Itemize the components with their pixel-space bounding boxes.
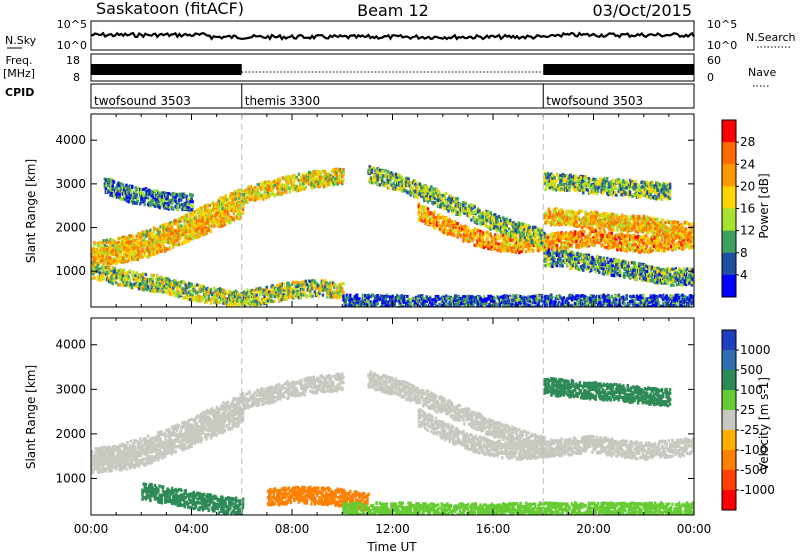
- beam-title: Beam 12: [357, 1, 429, 20]
- power-ytick-0: 1000: [55, 264, 86, 278]
- time-tick-4: 16:00: [476, 522, 511, 536]
- noise-right-tick-bottom: 10^0: [707, 39, 737, 52]
- power-ylabel: Slant Range [km]: [24, 159, 38, 263]
- power-band-9: [543, 171, 672, 201]
- vel-band-1: [91, 407, 245, 475]
- cpid-mode-0: twofsound 3503: [94, 94, 191, 108]
- vel-cbar-color-1: [722, 350, 736, 371]
- freq-label: Freq.: [5, 54, 32, 67]
- power-cbar-color-6: [722, 252, 736, 276]
- vel-ytick-3: 4000: [55, 338, 86, 352]
- power-band-8: [103, 177, 194, 213]
- velocity-data: [91, 370, 694, 515]
- freq-tick-top: 18: [66, 54, 80, 67]
- nave-label: Nave: [748, 66, 776, 79]
- vel-cbar-tick-3: 25: [740, 403, 755, 417]
- vel-band-7: [543, 377, 672, 408]
- noise-left-tick-bottom: 10^0: [57, 39, 87, 52]
- vel-cbar-tick-0: 1000: [740, 343, 771, 357]
- time-tick-1: 04:00: [174, 522, 209, 536]
- vel-cbar-tick-1: 500: [740, 363, 763, 377]
- freq-block-0: [91, 64, 242, 75]
- vel-ytick-2: 3000: [55, 382, 86, 396]
- vel-band-2: [417, 408, 694, 461]
- power-cbar-color-0: [722, 120, 736, 143]
- power-cbar-tick-5: 8: [740, 246, 748, 260]
- power-cbar-tick-0: 28: [740, 135, 755, 149]
- power-band-5: [91, 261, 345, 307]
- cpid-marks: twofsound 3503 themis 3300 twofsound 3503: [90, 84, 643, 108]
- power-cbar-tick-6: 4: [740, 268, 748, 282]
- freq-tick-bottom: 8: [73, 71, 80, 84]
- power-colorbar-label: Power [dB]: [757, 173, 771, 238]
- power-data: [91, 165, 694, 307]
- power-ytick-3: 4000: [55, 133, 86, 147]
- velocity-colorbar: 1000 500 100 25 -25 -100 -500 -1000: [721, 329, 775, 511]
- time-axis-label: Time UT: [366, 540, 417, 554]
- noise-left-tick-top: 10^5: [57, 18, 87, 31]
- noise-search-label: N.Search: [746, 31, 796, 44]
- noise-right-tick-top: 10^5: [707, 18, 737, 31]
- station-title: Saskatoon (fitACF): [96, 0, 244, 18]
- power-cbar-tick-4: 12: [740, 224, 755, 238]
- power-axes: 1000 2000 3000 4000: [55, 114, 695, 307]
- vel-cbar-tick-2: 100: [740, 383, 763, 397]
- power-cbar-color-3: [722, 186, 736, 209]
- power-band-1: [91, 201, 245, 268]
- nave-tick-top: 60: [707, 54, 721, 67]
- vel-ytick-0: 1000: [55, 471, 86, 485]
- vel-cbar-color-4: [722, 410, 736, 431]
- vel-ytick-1: 2000: [55, 427, 86, 441]
- velocity-colorbar-label: Velocity [m s-1]: [757, 377, 771, 471]
- vel-cbar-tick-5: -100: [740, 443, 767, 457]
- vel-band-6: [342, 501, 694, 515]
- power-cbar-tick-2: 20: [740, 179, 755, 193]
- power-band-6: [342, 293, 694, 307]
- cpid-mode-2: twofsound 3503: [546, 94, 643, 108]
- power-cbar-color-5: [722, 230, 736, 254]
- velocity-panel-frame: [90, 317, 695, 516]
- vel-cbar-color-8: [722, 490, 736, 511]
- cpid-mode-1: themis 3300: [245, 94, 320, 108]
- power-ytick-2: 3000: [55, 177, 86, 191]
- vel-cbar-color-6: [722, 450, 736, 471]
- vel-cbar-color-0: [722, 330, 736, 351]
- velocity-ylabel: Slant Range [km]: [24, 365, 38, 469]
- vel-cbar-color-5: [722, 430, 736, 451]
- vel-cbar-tick-4: -25: [740, 423, 760, 437]
- power-cbar-tick-1: 24: [740, 157, 755, 171]
- power-band-3: [543, 207, 694, 241]
- freq-trace: [91, 64, 694, 75]
- vel-cbar-tick-6: -500: [740, 463, 767, 477]
- noise-line: [90, 31, 695, 41]
- power-colorbar: 28 24 20 16 12 8 4: [721, 119, 755, 298]
- time-tick-3: 12:00: [375, 522, 410, 536]
- time-tick-2: 08:00: [275, 522, 310, 536]
- vel-band-4: [141, 482, 245, 515]
- nave-tick-bottom: 0: [707, 71, 714, 84]
- velocity-axes: 1000 2000 3000 4000 00:00 04:00 08:00 12:00 16:0…: [55, 318, 711, 536]
- time-tick-5: 20:00: [576, 522, 611, 536]
- date-title: 03/Oct/2015: [592, 1, 692, 20]
- power-cbar-color-7: [722, 274, 736, 298]
- cpid-label: CPID: [5, 86, 34, 99]
- vel-cbar-color-3: [722, 390, 736, 411]
- power-cbar-color-4: [722, 208, 736, 232]
- power-ytick-1: 2000: [55, 221, 86, 235]
- power-band-7: [543, 248, 694, 287]
- power-cbar-color-1: [722, 142, 736, 165]
- freq-block-1: [543, 64, 694, 75]
- vel-cbar-tick-7: -1000: [740, 483, 775, 497]
- noise-trace: [90, 31, 695, 41]
- power-cbar-tick-3: 16: [740, 202, 755, 216]
- time-tick-6: 00:00: [677, 522, 712, 536]
- noise-sky-label: N.Sky: [5, 34, 37, 47]
- vel-cbar-color-7: [722, 470, 736, 491]
- vel-cbar-color-2: [722, 370, 736, 391]
- freq-unit-label: [MHz]: [3, 67, 35, 80]
- time-tick-0: 00:00: [74, 522, 109, 536]
- power-band-4: [367, 165, 546, 247]
- power-cbar-color-2: [722, 164, 736, 187]
